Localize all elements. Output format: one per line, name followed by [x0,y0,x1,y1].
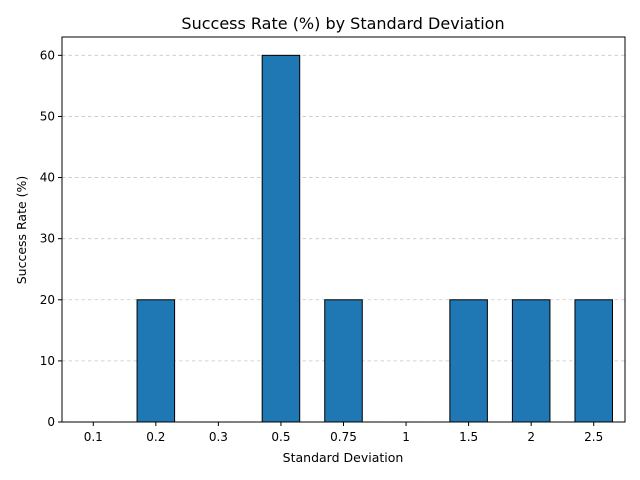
bar [261,54,301,423]
x-tick-label: 1 [402,430,410,444]
bars [74,54,613,423]
tick-labels: 0 10 20 30 40 50 60 0.1 0.2 0.3 0.5 0.75 1 1.5 2 2.5 [40,48,604,444]
x-tick-label: 0.2 [146,430,165,444]
y-tick-label: 40 [40,171,55,185]
y-tick-label: 30 [40,232,55,246]
y-tick-label: 60 [40,48,55,62]
x-tick-label: 2.5 [584,430,603,444]
x-tick-label: 0.75 [330,430,357,444]
plot-frame [61,36,626,423]
x-tick-label: 1.5 [459,430,478,444]
x-axis-label: Standard Deviation [283,450,404,465]
x-tick-label: 0.3 [209,430,228,444]
bar [324,299,363,423]
x-tick-label: 0.5 [271,430,290,444]
x-tick-label: 2 [527,430,535,444]
bar [511,299,551,423]
y-axis-label: Success Rate (%) [14,176,29,285]
bar [136,299,176,423]
y-tick-label: 10 [40,354,55,368]
x-tick-label: 0.1 [84,430,103,444]
y-tick-label: 0 [47,415,55,429]
chart-title: Success Rate (%) by Standard Deviation [181,14,504,33]
axes [58,36,626,426]
bar [574,299,613,423]
y-tick-label: 50 [40,109,55,123]
bar [449,299,488,423]
y-tick-label: 20 [40,293,55,307]
